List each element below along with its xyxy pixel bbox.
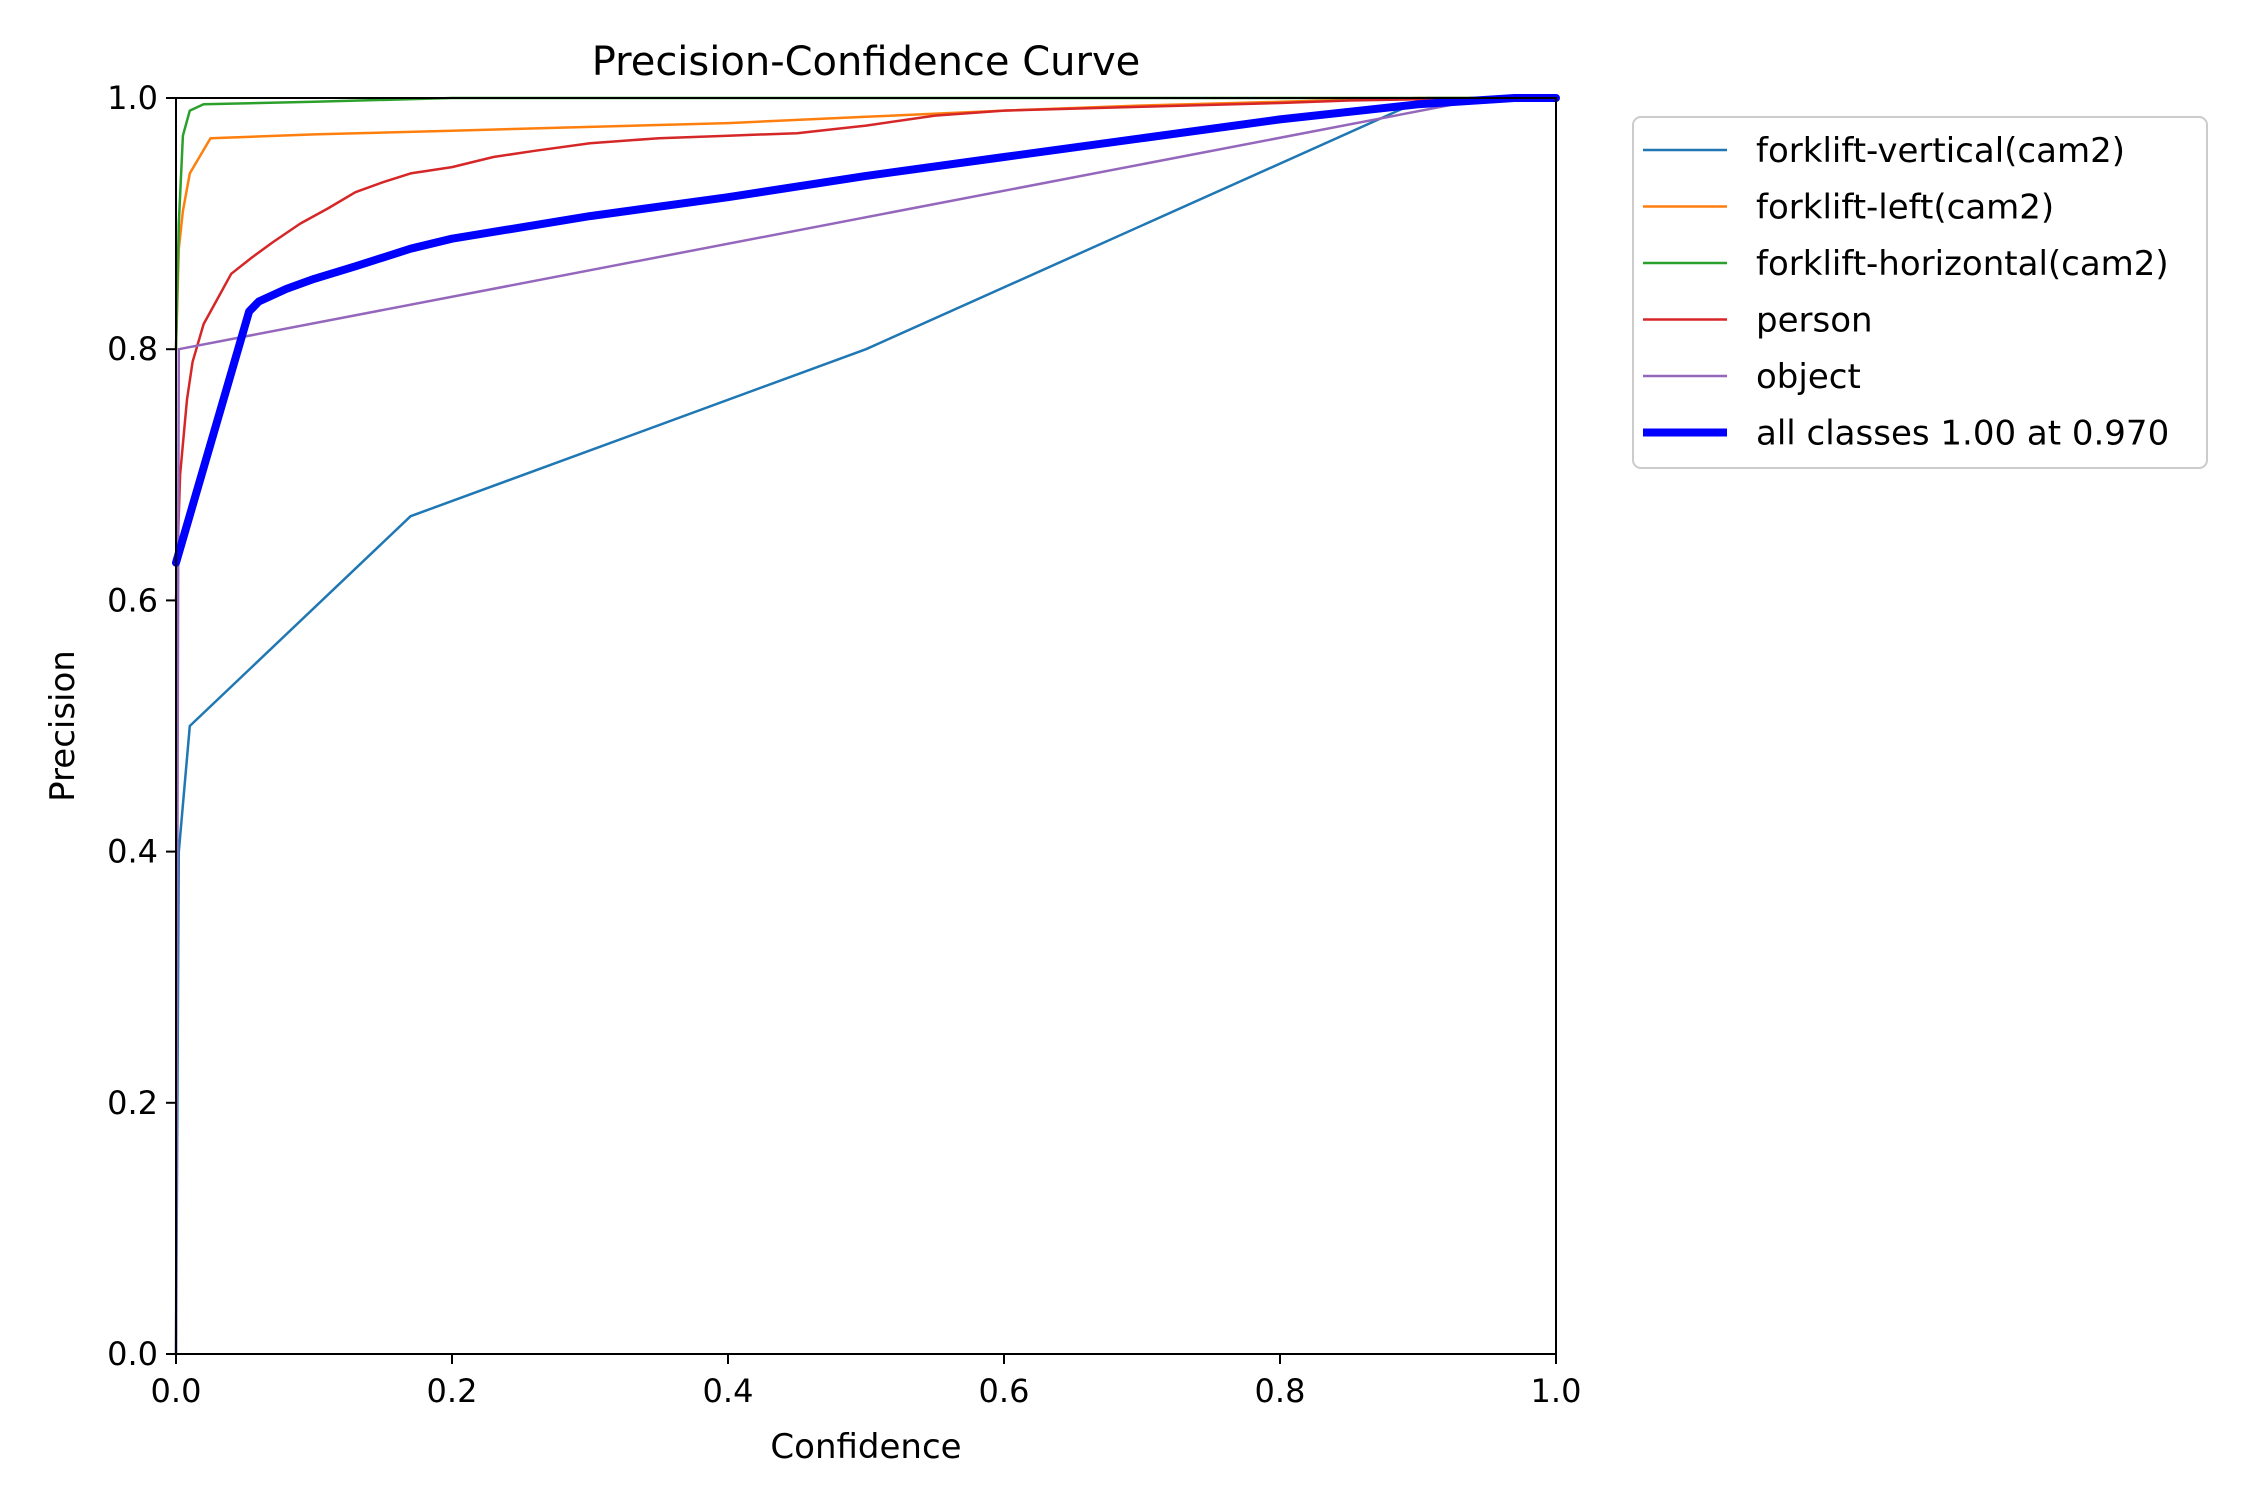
legend-box xyxy=(1632,116,2208,469)
y-axis: 0.0 0.2 0.4 0.6 0.8 1.0 xyxy=(107,79,176,1373)
series-line-3 xyxy=(174,96,1558,602)
x-axis: 0.0 0.2 0.4 0.6 0.8 1.0 xyxy=(151,1354,1582,1410)
legend: forklift-vertical(cam2) forklift-left(cam… xyxy=(1632,116,2208,469)
plot-frame xyxy=(175,97,1557,1355)
x-tick-label: 1.0 xyxy=(1531,1372,1582,1410)
x-tick-label: 0.4 xyxy=(703,1372,754,1410)
legend-label-0: forklift-vertical(cam2) xyxy=(1756,131,2125,171)
legend-label-4: object xyxy=(1756,357,1861,397)
series-line-5 xyxy=(172,94,1560,567)
y-tick-label: 0.8 xyxy=(107,330,158,368)
x-axis-title: Confidence xyxy=(770,1427,961,1467)
x-tick-label: 0.8 xyxy=(1255,1372,1306,1410)
x-tick-label: 0.6 xyxy=(979,1372,1030,1410)
x-tick-label: 0.2 xyxy=(427,1372,478,1410)
y-tick-label: 1.0 xyxy=(107,79,158,117)
y-axis-title: Precision xyxy=(43,650,83,802)
legend-label-5: all classes 1.00 at 0.970 xyxy=(1756,414,2169,454)
legend-label-1: forklift-left(cam2) xyxy=(1756,188,2054,228)
legend-label-3: person xyxy=(1756,301,1873,341)
y-tick-label: 0.6 xyxy=(107,581,158,619)
chart-title: Precision-Confidence Curve xyxy=(592,39,1141,85)
y-tick-label: 0.4 xyxy=(107,833,158,871)
x-tick-label: 0.0 xyxy=(151,1372,202,1410)
legend-label-2: forklift-horizontal(cam2) xyxy=(1756,244,2169,284)
y-tick-label: 0.2 xyxy=(107,1084,158,1122)
legend-items: forklift-vertical(cam2) forklift-left(cam… xyxy=(1643,131,2169,454)
y-tick-label: 0.0 xyxy=(107,1335,158,1373)
